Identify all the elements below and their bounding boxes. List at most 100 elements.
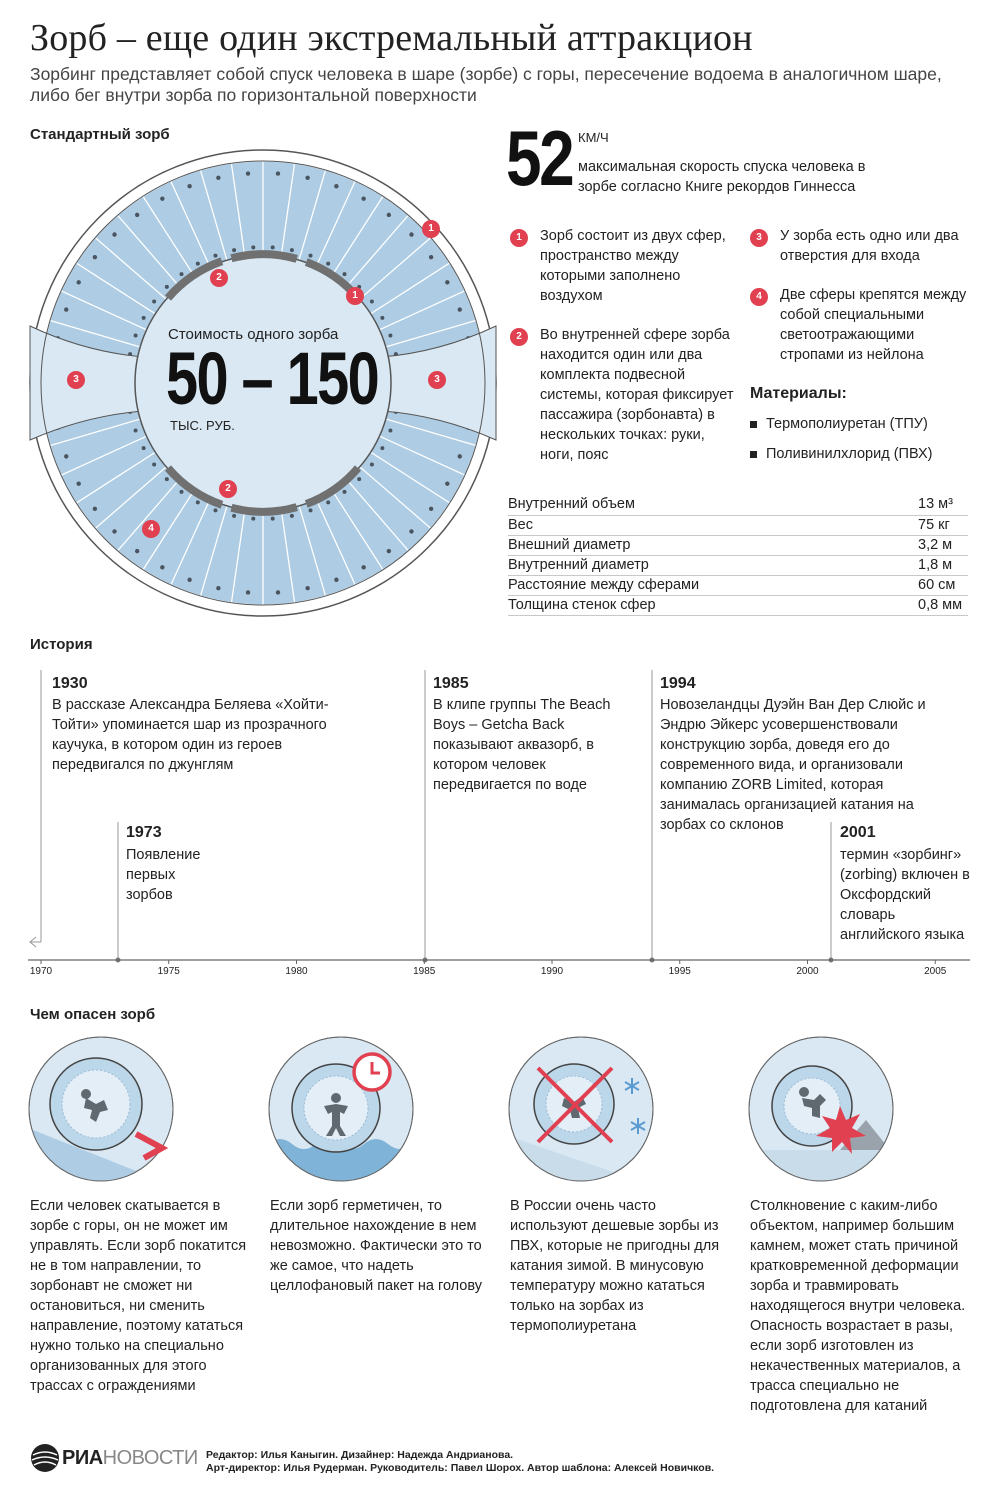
credits: Редактор: Илья Каныгин. Дизайнер: Надежд…	[206, 1449, 714, 1475]
page-title: Зорб – еще один экстремальный аттракцион	[30, 17, 753, 59]
strap-point	[457, 454, 462, 459]
strap-point	[428, 506, 434, 512]
strap-point	[213, 253, 218, 258]
material-item: Термополиуретан (ТПУ)	[750, 416, 928, 432]
axis-tick-label: 1990	[540, 966, 564, 977]
diagram-badge-3b: 3	[428, 371, 446, 389]
strap-point	[213, 508, 218, 513]
diagram-badge-1a: 1	[422, 220, 440, 238]
note-2-text: Во внутренней сфере зорба находится один…	[540, 327, 734, 463]
strap-point	[152, 299, 157, 304]
table-row: Расстояние между сферами 60 см	[508, 575, 968, 596]
strap-point	[160, 196, 165, 201]
axis-tick-label: 1975	[157, 966, 180, 977]
strap-point	[289, 248, 294, 253]
note-badge-2: 2	[510, 328, 528, 346]
strap-point	[134, 548, 140, 554]
strap-point	[251, 245, 256, 250]
strap-point	[133, 428, 138, 433]
material-item: Поливинилхлорид (ПВХ)	[750, 446, 932, 462]
note-1-text: Зорб состоит из двух сфер, пространство …	[540, 228, 726, 304]
strap-point	[326, 500, 331, 505]
table-row: Вес 75 кг	[508, 515, 968, 536]
water-clock-icon	[268, 1036, 414, 1182]
diagram-badge-2b: 2	[219, 480, 237, 498]
strap-point	[445, 481, 450, 486]
strap-point	[308, 508, 313, 513]
strap-point	[133, 333, 138, 338]
strap-point	[232, 248, 237, 253]
event-1930-text: В рассказе Александра Беляева «Хойти-Той…	[52, 697, 329, 773]
strap-point	[195, 261, 200, 266]
cost-label: Стоимость одного зорба	[168, 326, 339, 343]
strap-point	[334, 184, 339, 189]
note-3-text: У зорба есть одно или два отверстия для …	[780, 228, 959, 264]
strap-point	[326, 261, 331, 266]
spec-table: Внутренний объем 13 м³ Вес 75 кг Внешний д…	[508, 495, 968, 616]
strap-point	[305, 586, 310, 591]
axis-tick-label: 2000	[796, 966, 819, 977]
danger-4-text: Столкновение с каким-либо объектом, напр…	[750, 1198, 966, 1414]
speed-description: максимальная скорость спуска человека в …	[578, 159, 866, 195]
harness-bottom	[164, 465, 362, 516]
event-1973-year: 1973	[126, 824, 162, 841]
strap-point	[112, 529, 117, 534]
danger-1-text: Если человек скатывается в зорбе с горы,…	[30, 1198, 247, 1394]
cost-unit: ТЫС. РУБ.	[170, 418, 235, 433]
strap-point	[388, 333, 393, 338]
table-row: Внешний диаметр 3,2 м	[508, 535, 968, 556]
strap-point	[64, 454, 69, 459]
strap-point	[445, 280, 450, 285]
timeline-axis-labels: 1970 1975 1980 1985 1990 1995 2000 2005	[0, 966, 998, 982]
axis-tick-label: 1995	[668, 966, 691, 977]
axis-tick-label: 1980	[285, 966, 308, 977]
standard-zorb-heading: Стандартный зорб	[30, 126, 170, 143]
strap-point	[164, 284, 169, 289]
strap-point	[152, 462, 157, 467]
axis-tick-label: 1985	[413, 966, 436, 977]
strap-point	[195, 500, 200, 505]
strap-point	[342, 489, 347, 494]
strap-point	[64, 307, 69, 312]
materials-heading: Материалы:	[750, 385, 847, 402]
strap-point	[289, 513, 294, 518]
logo-ria-text: РИА	[62, 1446, 103, 1469]
strap-point	[334, 577, 339, 582]
diagram-badge-4: 4	[142, 520, 160, 538]
strap-point	[251, 516, 256, 521]
cost-value: 50 – 150	[166, 337, 380, 420]
strap-point	[386, 212, 392, 218]
event-1985-text: В клипе группы The Beach Boys – Getcha B…	[433, 697, 611, 793]
strap-point	[134, 212, 140, 218]
axis-tick-label: 2005	[924, 966, 947, 977]
strap-point	[92, 506, 98, 512]
strap-point	[187, 577, 192, 582]
strap-point	[409, 232, 414, 237]
strap-point	[141, 315, 146, 320]
strap-point	[179, 489, 184, 494]
event-1973-text: Появление первых зорбов	[126, 847, 201, 903]
note-badge-3: 3	[750, 229, 768, 247]
harness-top	[164, 250, 362, 301]
strap-point	[179, 272, 184, 277]
dangers-heading: Чем опасен зорб	[30, 1006, 156, 1023]
strap-point	[216, 586, 221, 591]
strap-point	[275, 171, 281, 176]
event-1985-year: 1985	[433, 675, 469, 692]
strap-point	[457, 307, 462, 312]
strap-point	[380, 446, 385, 451]
history-heading: История	[30, 636, 93, 653]
globe-icon	[31, 1444, 59, 1472]
strap-point	[409, 529, 414, 534]
strap-point	[92, 254, 98, 260]
strap-point	[160, 565, 165, 570]
event-2001-text: термин «зорбинг» (zorbing) включен в Окс…	[840, 847, 970, 943]
danger-3-text: В России очень часто используют дешевые …	[510, 1198, 720, 1334]
collision-icon	[748, 1036, 894, 1182]
diagram-badge-1b: 1	[346, 287, 364, 305]
strap-point	[380, 315, 385, 320]
strap-point	[164, 477, 169, 482]
page-subtitle: Зорбинг представляет собой спуск человек…	[30, 64, 942, 105]
ria-novosti-logo: РИА НОВОСТИ	[30, 1443, 198, 1473]
strap-point	[361, 565, 366, 570]
